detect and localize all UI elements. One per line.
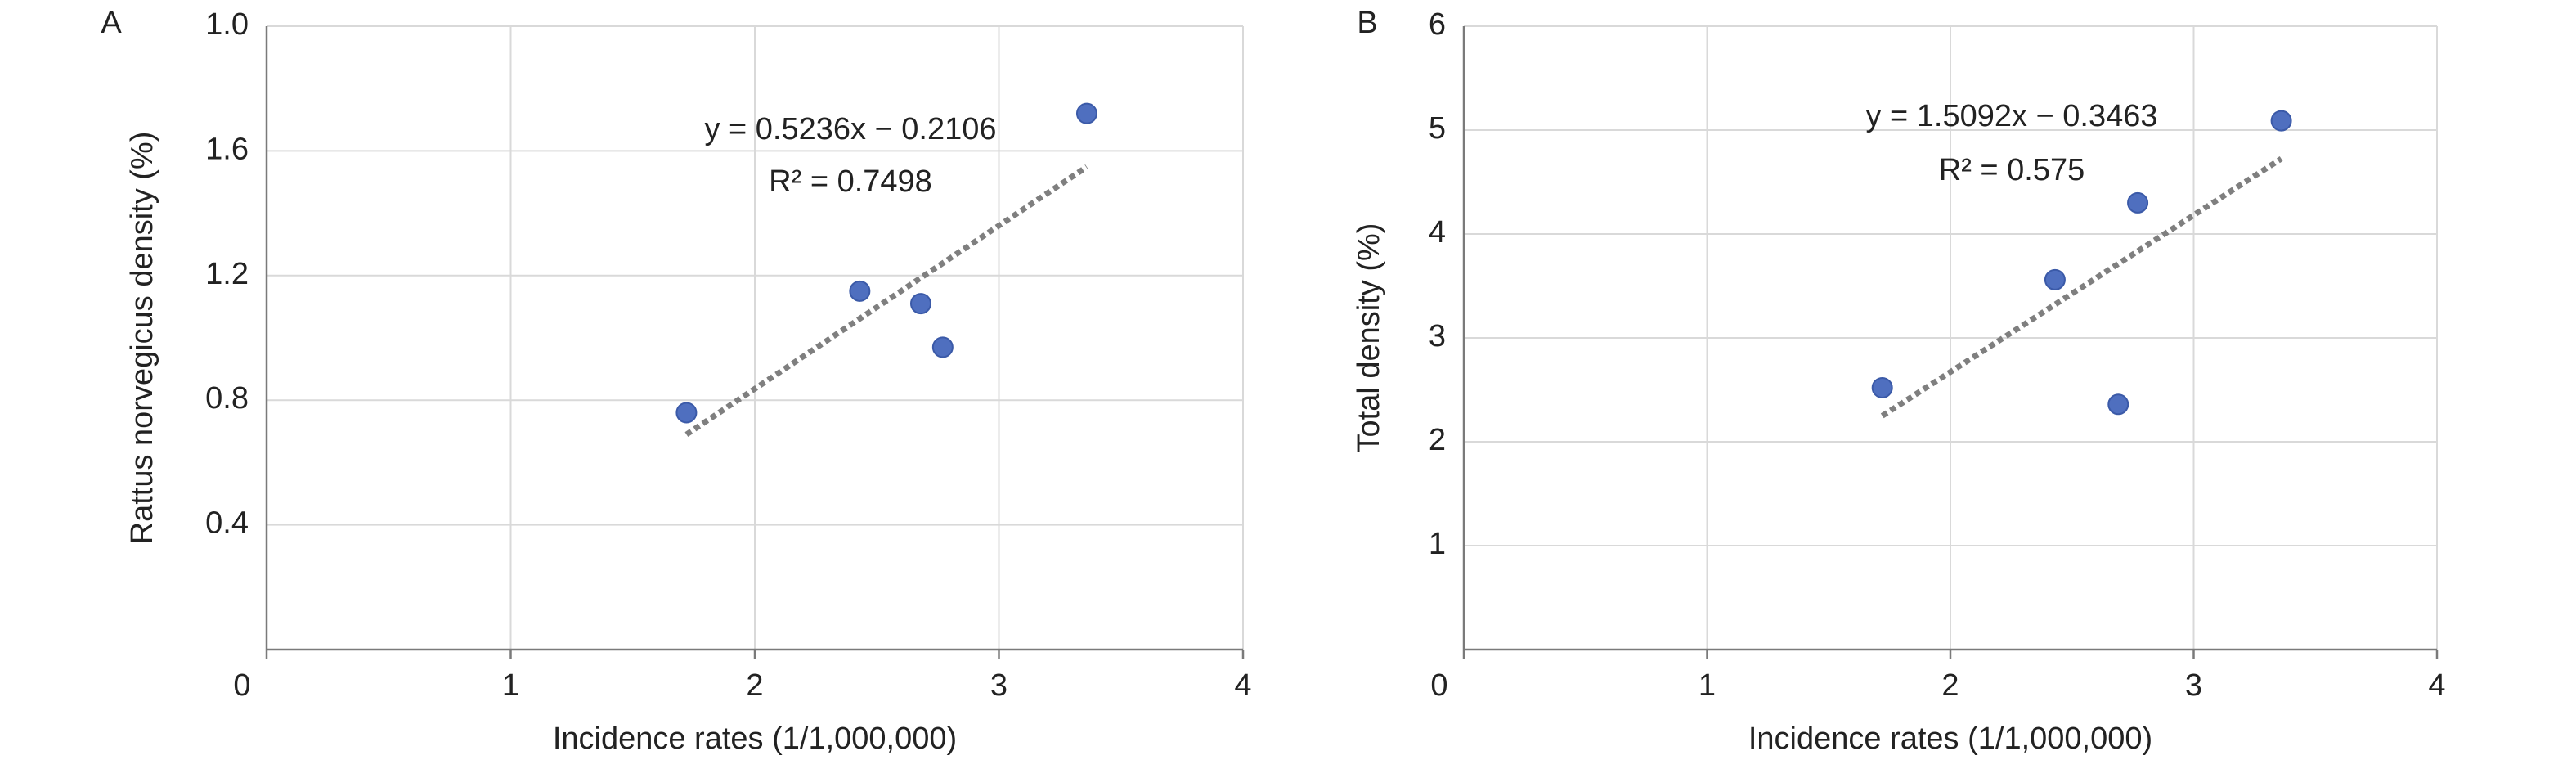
data-point — [909, 293, 931, 315]
equation-label: R² = 0.7498 — [769, 164, 932, 199]
y-tick-label: 1.6 — [205, 132, 249, 166]
data-point — [1075, 102, 1097, 124]
y-tick-label: 0.8 — [205, 381, 249, 416]
data-point — [1871, 376, 1893, 398]
panel-label: A — [101, 6, 122, 40]
data-point — [675, 402, 698, 424]
y-tick-label: 5 — [1429, 111, 1446, 146]
x-tick-label: 1 — [502, 668, 519, 703]
y-tick-label: 4 — [1429, 215, 1446, 250]
y-tick-label: 6 — [1429, 7, 1446, 42]
panel-label: B — [1357, 6, 1377, 40]
trendline — [684, 164, 1088, 438]
x-axis-title: Incidence rates (1/1,000,000) — [553, 722, 957, 756]
x-tick-label: 3 — [2185, 668, 2202, 703]
y-axis-title: Total density (%) — [1352, 223, 1386, 453]
x-tick-label: 2 — [1941, 668, 1959, 703]
x-tick-label: 3 — [990, 668, 1008, 703]
x-tick-label: 0 — [233, 668, 250, 703]
x-tick-label: 4 — [2428, 668, 2445, 703]
equation-label: y = 0.5236x − 0.2106 — [704, 112, 996, 146]
data-point — [849, 280, 871, 302]
x-tick-label: 4 — [1234, 668, 1251, 703]
y-tick-label: 1.2 — [205, 257, 249, 291]
y-axis-title: Rattus norvegicus density (%) — [125, 132, 159, 545]
data-point — [2270, 110, 2292, 132]
data-point — [931, 336, 954, 358]
y-tick-label: 0.4 — [205, 506, 249, 541]
x-tick-label: 1 — [1699, 668, 1716, 703]
y-tick-label: 3 — [1429, 319, 1446, 353]
x-tick-label: 2 — [746, 668, 763, 703]
trendline — [1880, 156, 2283, 419]
y-tick-label: 1 — [1429, 527, 1446, 561]
y-tick-label: 1.0 — [205, 7, 249, 42]
data-point — [2044, 268, 2066, 290]
data-point — [2107, 393, 2129, 416]
equation-label: y = 1.5092x − 0.3463 — [1865, 99, 2157, 133]
y-tick-label: 2 — [1429, 423, 1446, 457]
data-point — [2127, 191, 2149, 214]
equation-label: R² = 0.575 — [1939, 153, 2085, 187]
x-tick-label: 0 — [1430, 668, 1447, 703]
x-axis-title: Incidence rates (1/1,000,000) — [1748, 722, 2152, 756]
